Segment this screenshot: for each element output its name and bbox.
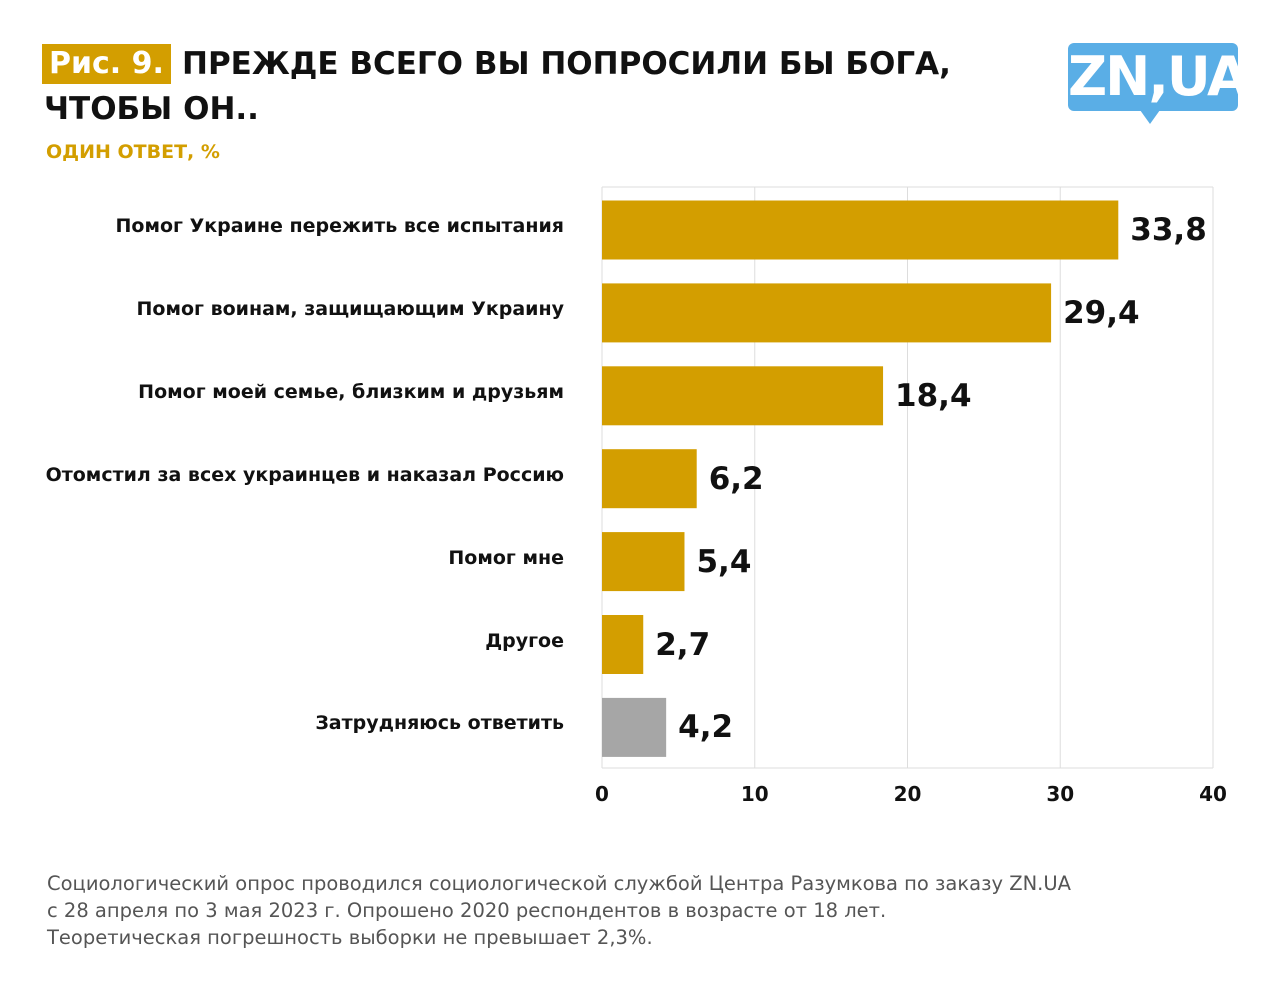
footnote-line: Теоретическая погрешность выборки не пре… <box>47 926 653 949</box>
category-label: Помог моей семье, близким и друзьям <box>138 380 564 403</box>
x-tick-label: 20 <box>893 782 922 806</box>
value-label: 29,4 <box>1063 294 1140 331</box>
footnote-line: с 28 апреля по 3 мая 2023 г. Опрошено 20… <box>47 899 887 922</box>
footnote-line: Социологический опрос проводился социоло… <box>47 872 1071 895</box>
x-tick-label: 0 <box>595 782 609 806</box>
value-label: 5,4 <box>696 543 752 580</box>
bar <box>602 532 685 592</box>
value-label: 18,4 <box>895 377 972 414</box>
value-label: 33,8 <box>1130 212 1207 248</box>
chart-title-line2: ЧТОБЫ ОН.. <box>44 91 259 127</box>
value-label: 4,2 <box>678 709 734 746</box>
bar <box>602 283 1052 343</box>
category-label: Помог Украине пережить все испытания <box>115 215 565 237</box>
figure-label: Рис. 9. <box>42 44 171 84</box>
chart-subtitle: ОДИН ОТВЕТ, % <box>46 141 220 163</box>
category-label: Помог воинам, защищающим Украину <box>136 297 564 320</box>
category-label: Отомстил за всех украинцев и наказал Рос… <box>45 463 564 486</box>
value-label: 6,2 <box>708 460 764 497</box>
category-label: Другое <box>485 629 564 652</box>
category-label: Затрудняюсь ответить <box>315 712 564 735</box>
bar <box>602 697 667 757</box>
x-tick-label: 40 <box>1199 782 1227 806</box>
zn-ua-logo: ZN,UA <box>1068 43 1249 124</box>
chart-title: ПРЕЖДЕ ВСЕГО ВЫ ПОПРОСИЛИ БЫ БОГА, <box>182 46 951 82</box>
bar <box>602 615 644 674</box>
x-tick-label: 10 <box>740 782 769 806</box>
x-tick-label: 30 <box>1046 782 1075 806</box>
footnote: Социологический опрос проводился социоло… <box>47 870 1071 951</box>
bar <box>602 200 1119 260</box>
value-label: 2,7 <box>655 626 711 663</box>
bar <box>602 449 697 509</box>
category-label: Помог мне <box>448 546 564 569</box>
bar <box>602 366 884 426</box>
